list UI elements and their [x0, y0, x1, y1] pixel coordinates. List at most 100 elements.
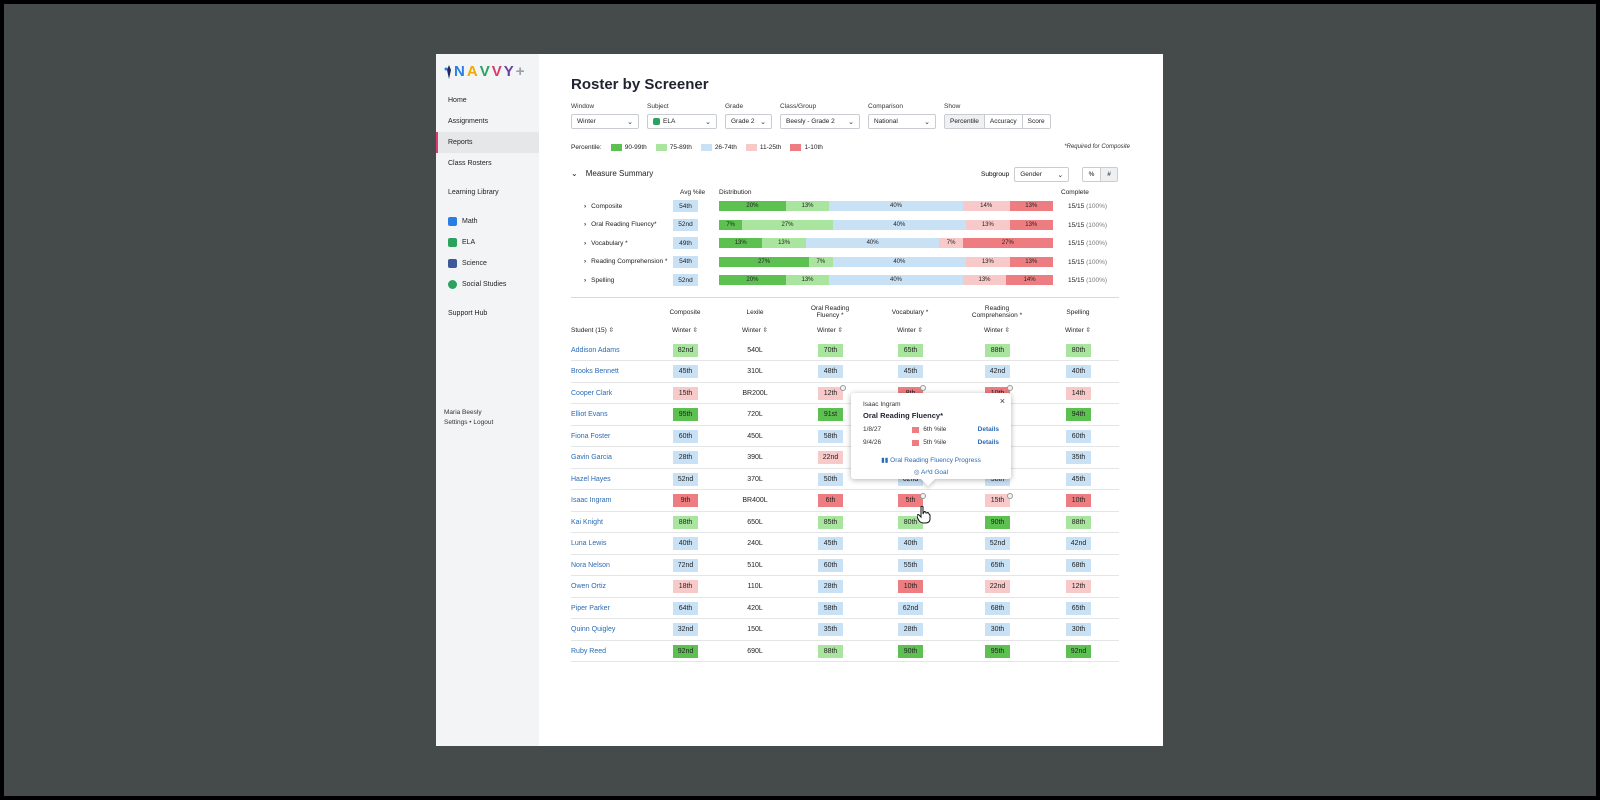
percentile-cell[interactable]: 65th: [985, 558, 1010, 572]
percentile-cell[interactable]: 5th: [898, 494, 923, 507]
percentile-cell[interactable]: 52nd: [673, 472, 698, 486]
student-name-link[interactable]: Gavin Garcia: [571, 454, 612, 461]
window-select[interactable]: Winter ⌄: [571, 114, 639, 129]
percentile-cell[interactable]: 50th: [818, 472, 843, 486]
student-name-link[interactable]: Kai Knight: [571, 518, 603, 526]
student-name-link[interactable]: Quinn Quigley: [571, 626, 616, 633]
details-link[interactable]: Details: [977, 439, 999, 446]
student-name-link[interactable]: Fiona Foster: [571, 432, 611, 440]
student-name-link[interactable]: Luna Lewis: [571, 540, 607, 547]
percentile-cell[interactable]: 9th: [673, 494, 698, 507]
close-icon[interactable]: ×: [999, 396, 1005, 406]
percentile-cell[interactable]: 22nd: [985, 580, 1010, 593]
percentile-cell[interactable]: 55th: [898, 558, 923, 572]
percentile-cell[interactable]: 10th: [898, 580, 923, 593]
percentile-cell[interactable]: 91st: [818, 408, 843, 421]
percentile-cell[interactable]: 62nd: [898, 601, 923, 615]
percentile-cell[interactable]: 88th: [985, 343, 1010, 357]
class-select[interactable]: Beesly - Grade 2 ⌄: [780, 114, 860, 129]
grade-select[interactable]: Grade 2 ⌄: [725, 114, 772, 129]
percentile-cell[interactable]: 95th: [673, 408, 698, 421]
sidebar-item-support-hub[interactable]: Support Hub: [436, 303, 539, 324]
student-name-link[interactable]: Piper Parker: [571, 604, 610, 612]
sidebar-item-assignments[interactable]: Assignments: [436, 111, 539, 132]
percentile-cell[interactable]: 32nd: [673, 623, 698, 636]
sidebar-item-reports[interactable]: Reports: [436, 132, 539, 153]
percentile-cell[interactable]: 35th: [1066, 451, 1091, 464]
percentile-cell[interactable]: 92nd: [673, 644, 698, 658]
percentile-cell[interactable]: 14th: [1066, 386, 1091, 400]
percentile-cell[interactable]: 22nd: [818, 451, 843, 464]
sidebar-item-ela[interactable]: ELA: [436, 232, 539, 253]
percentile-cell[interactable]: 40th: [898, 537, 923, 550]
percentile-cell[interactable]: 58th: [818, 429, 843, 443]
measure-summary-toggle[interactable]: ⌄ Measure Summary: [571, 169, 653, 178]
percentile-cell[interactable]: 28th: [898, 623, 923, 636]
sort-window-control[interactable]: Winter ⇳: [790, 326, 870, 334]
percentile-cell[interactable]: 60th: [673, 429, 698, 443]
user-links[interactable]: Settings • Logout: [444, 419, 494, 426]
percentile-cell[interactable]: 68th: [985, 601, 1010, 615]
percentile-cell[interactable]: 40th: [1066, 365, 1091, 378]
percentile-cell[interactable]: 35th: [818, 623, 843, 636]
show-percentile-button[interactable]: Percentile: [945, 115, 985, 128]
show-score-button[interactable]: Score: [1027, 118, 1045, 125]
student-name-link[interactable]: Isaac Ingram: [571, 497, 612, 504]
sort-window-control[interactable]: Winter ⇳: [715, 326, 795, 334]
percentile-cell[interactable]: 68th: [1066, 558, 1091, 572]
percentile-cell[interactable]: 60th: [1066, 429, 1091, 443]
percentile-cell[interactable]: 12th: [1066, 580, 1091, 593]
sidebar-item-math[interactable]: Math: [436, 211, 539, 232]
percentile-cell[interactable]: 88th: [818, 644, 843, 658]
progress-link[interactable]: ▮▮ Oral Reading Fluency Progress: [863, 456, 999, 464]
percentile-cell[interactable]: 30th: [985, 623, 1010, 636]
percentile-cell[interactable]: 52nd: [985, 537, 1010, 550]
percentile-cell[interactable]: 28th: [818, 580, 843, 593]
percentile-cell[interactable]: 45th: [898, 365, 923, 378]
sidebar-item-social-studies[interactable]: Social Studies: [436, 274, 539, 295]
sort-window-control[interactable]: Winter ⇳: [1038, 326, 1118, 334]
measure-name[interactable]: › Oral Reading Fluency*: [584, 221, 673, 228]
percentile-cell[interactable]: 65th: [1066, 601, 1091, 615]
student-column-header[interactable]: Student (15) ⇳: [571, 326, 614, 334]
student-name-link[interactable]: Brooks Bennett: [571, 368, 619, 375]
percentile-cell[interactable]: 48th: [818, 365, 843, 378]
student-name-link[interactable]: Ruby Reed: [571, 647, 607, 655]
navvy-logo[interactable]: NAVVY+: [444, 63, 527, 80]
percentile-cell[interactable]: 15th: [673, 386, 698, 400]
measure-name[interactable]: › Reading Comprehension *: [584, 258, 673, 265]
sort-window-control[interactable]: Winter ⇳: [645, 326, 725, 334]
percentile-cell[interactable]: 70th: [818, 343, 843, 357]
percentile-cell[interactable]: 10th: [1066, 494, 1091, 507]
percentile-cell[interactable]: 72nd: [673, 558, 698, 572]
sort-window-control[interactable]: Winter ⇳: [870, 326, 950, 334]
percentile-cell[interactable]: 45th: [818, 537, 843, 550]
percentile-cell[interactable]: 90th: [985, 515, 1010, 529]
percentile-cell[interactable]: 94th: [1066, 408, 1091, 421]
show-accuracy-button[interactable]: Accuracy: [985, 115, 1023, 128]
percentile-cell[interactable]: 64th: [673, 601, 698, 615]
student-name-link[interactable]: Elliot Evans: [571, 411, 608, 418]
sidebar-item-learning-library[interactable]: Learning Library: [436, 182, 539, 203]
student-name-link[interactable]: Addison Adams: [571, 346, 620, 354]
sidebar-item-science[interactable]: Science: [436, 253, 539, 274]
student-name-link[interactable]: Nora Nelson: [571, 561, 610, 569]
percentile-cell[interactable]: 45th: [673, 365, 698, 378]
percentile-cell[interactable]: 58th: [818, 601, 843, 615]
percentile-cell[interactable]: 80th: [898, 515, 923, 529]
student-name-link[interactable]: Owen Ortiz: [571, 583, 607, 590]
percentile-cell[interactable]: 6th: [818, 494, 843, 507]
sidebar-item-home[interactable]: Home: [436, 90, 539, 111]
percentile-cell[interactable]: 90th: [898, 644, 923, 658]
percentile-cell[interactable]: 42nd: [1066, 537, 1091, 550]
percentile-cell[interactable]: 28th: [673, 451, 698, 464]
percentile-cell[interactable]: 60th: [818, 558, 843, 572]
percentile-cell[interactable]: 92nd: [1066, 644, 1091, 658]
percentile-cell[interactable]: 30th: [1066, 623, 1091, 636]
percentile-cell[interactable]: 45th: [1066, 472, 1091, 486]
percentile-cell[interactable]: 80th: [1066, 343, 1091, 357]
percentile-cell[interactable]: 88th: [673, 515, 698, 529]
count-button[interactable]: #: [1100, 168, 1117, 181]
add-goal-link[interactable]: ◎ Add Goal: [863, 468, 999, 476]
subject-select[interactable]: ELA ⌄: [647, 114, 717, 129]
